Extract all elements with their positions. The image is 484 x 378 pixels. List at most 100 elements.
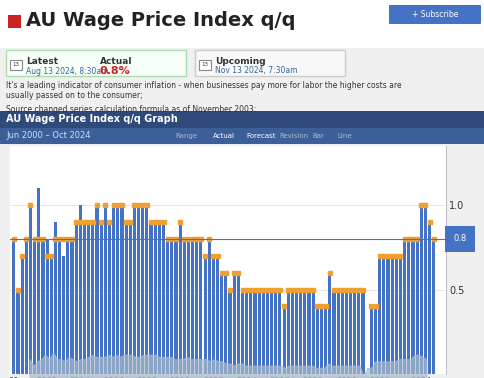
FancyBboxPatch shape bbox=[0, 111, 484, 128]
Bar bbox=[182, 239, 185, 374]
Bar bbox=[166, 239, 169, 374]
Text: Revision: Revision bbox=[278, 133, 307, 139]
Bar bbox=[257, 290, 260, 374]
Bar bbox=[79, 205, 82, 374]
Bar bbox=[29, 205, 32, 374]
Bar bbox=[270, 290, 272, 374]
Bar bbox=[45, 239, 48, 374]
Bar bbox=[311, 290, 314, 374]
Text: Actual: Actual bbox=[212, 133, 235, 139]
Bar bbox=[410, 239, 414, 374]
FancyBboxPatch shape bbox=[198, 60, 211, 70]
Bar bbox=[427, 222, 430, 374]
Bar bbox=[54, 222, 57, 374]
Bar bbox=[381, 256, 385, 374]
Bar bbox=[12, 239, 15, 374]
Text: Range: Range bbox=[175, 133, 197, 139]
Text: Latest: Latest bbox=[26, 57, 58, 67]
Bar bbox=[137, 205, 140, 374]
Bar bbox=[128, 222, 132, 374]
Bar bbox=[99, 222, 103, 374]
Bar bbox=[419, 205, 422, 374]
Text: Source changed series calculation formula as of November 2003;: Source changed series calculation formul… bbox=[6, 105, 256, 115]
Bar bbox=[332, 290, 335, 374]
FancyBboxPatch shape bbox=[195, 50, 344, 76]
Bar bbox=[75, 222, 77, 374]
Bar bbox=[361, 290, 364, 374]
Bar bbox=[37, 188, 40, 374]
Bar bbox=[120, 205, 123, 374]
Bar bbox=[212, 256, 214, 374]
Bar bbox=[282, 307, 285, 374]
Bar bbox=[386, 256, 389, 374]
Bar bbox=[398, 256, 401, 374]
Bar bbox=[352, 290, 356, 374]
Bar bbox=[145, 205, 148, 374]
Bar bbox=[402, 239, 406, 374]
Text: 0.8: 0.8 bbox=[452, 234, 466, 243]
Bar bbox=[299, 290, 302, 374]
Bar bbox=[220, 273, 223, 374]
Text: It's a leading indicator of consumer inflation - when businesses pay more for la: It's a leading indicator of consumer inf… bbox=[6, 82, 401, 90]
Bar bbox=[261, 290, 264, 374]
Text: 13: 13 bbox=[13, 62, 19, 68]
Bar bbox=[294, 290, 298, 374]
Text: AU Wage Price Index q/q: AU Wage Price Index q/q bbox=[26, 11, 295, 31]
FancyBboxPatch shape bbox=[388, 5, 480, 24]
Bar bbox=[315, 307, 318, 374]
Bar bbox=[83, 222, 86, 374]
Bar bbox=[104, 205, 106, 374]
Bar bbox=[116, 205, 119, 374]
Text: 0.8%: 0.8% bbox=[100, 66, 131, 76]
FancyBboxPatch shape bbox=[0, 128, 484, 144]
Bar bbox=[323, 307, 327, 374]
Bar bbox=[357, 290, 360, 374]
Bar bbox=[241, 290, 243, 374]
Bar bbox=[373, 307, 377, 374]
Bar bbox=[33, 239, 36, 374]
Bar bbox=[286, 290, 289, 374]
Bar bbox=[253, 290, 256, 374]
Bar bbox=[224, 273, 227, 374]
Bar bbox=[70, 239, 74, 374]
Bar bbox=[149, 222, 152, 374]
Bar bbox=[50, 256, 53, 374]
Text: Upcoming: Upcoming bbox=[214, 57, 265, 67]
Text: Actual: Actual bbox=[100, 57, 132, 67]
FancyBboxPatch shape bbox=[8, 15, 21, 28]
Bar bbox=[66, 239, 69, 374]
Bar bbox=[273, 290, 277, 374]
Bar bbox=[302, 290, 306, 374]
Text: Line: Line bbox=[336, 133, 351, 139]
Bar bbox=[162, 222, 165, 374]
Bar bbox=[265, 290, 269, 374]
Bar bbox=[195, 239, 198, 374]
Bar bbox=[124, 222, 127, 374]
Bar bbox=[336, 290, 339, 374]
Bar bbox=[307, 290, 310, 374]
Bar bbox=[431, 239, 435, 374]
Bar bbox=[87, 222, 90, 374]
Bar bbox=[394, 256, 397, 374]
Bar bbox=[91, 222, 94, 374]
Bar bbox=[228, 290, 231, 374]
Text: AU Wage Price Index q/q Graph: AU Wage Price Index q/q Graph bbox=[6, 115, 177, 124]
Bar bbox=[278, 290, 281, 374]
Bar bbox=[290, 290, 293, 374]
Bar bbox=[20, 256, 24, 374]
FancyBboxPatch shape bbox=[6, 50, 186, 76]
Bar bbox=[25, 239, 28, 374]
Bar bbox=[203, 256, 206, 374]
Text: usually passed on to the consumer;: usually passed on to the consumer; bbox=[6, 91, 142, 101]
Bar bbox=[369, 307, 372, 374]
Text: Aug 13 2024, 8:30am: Aug 13 2024, 8:30am bbox=[26, 67, 108, 76]
Text: Nov 13 2024, 7:30am: Nov 13 2024, 7:30am bbox=[214, 67, 297, 76]
Bar bbox=[133, 205, 136, 374]
Bar bbox=[348, 290, 351, 374]
FancyBboxPatch shape bbox=[10, 60, 22, 70]
Bar bbox=[62, 256, 65, 374]
Bar bbox=[16, 290, 19, 374]
Bar bbox=[170, 239, 173, 374]
Bar bbox=[319, 307, 322, 374]
Bar bbox=[153, 222, 156, 374]
